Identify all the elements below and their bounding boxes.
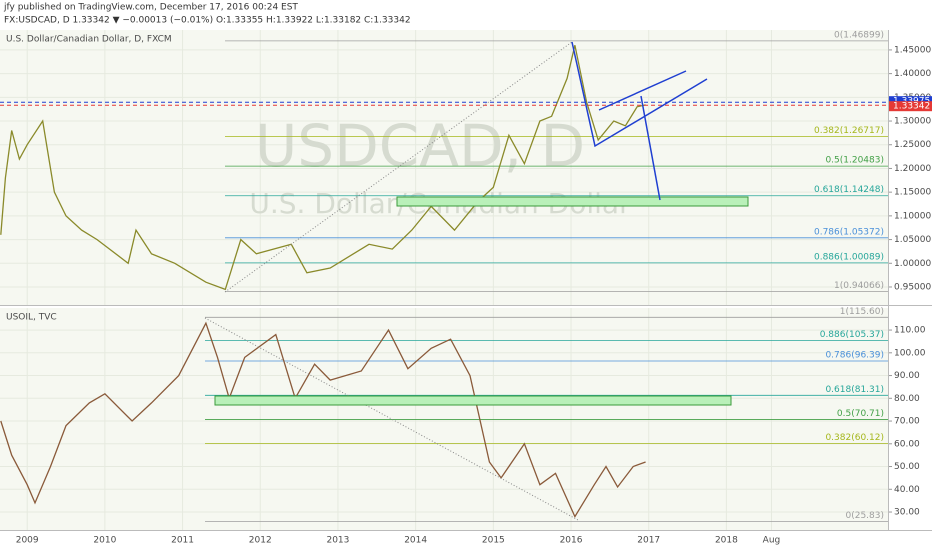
y-tick-label: 60.00 <box>894 439 920 449</box>
y-tick-label: 1.10000 <box>894 211 931 221</box>
y-tick-label: 70.00 <box>894 417 920 427</box>
y-tick-label: 30.00 <box>894 508 920 518</box>
y-tick-label: 80.00 <box>894 394 920 404</box>
x-tick-label: 2016 <box>560 536 583 546</box>
header-line-1: jfy published on TradingView.com, Decemb… <box>3 3 298 13</box>
x-tick-label: 2017 <box>637 536 660 546</box>
watermark: USDCAD, D <box>255 112 585 180</box>
fib-label: 0(1.46899) <box>834 30 884 40</box>
y-tick-label: 90.00 <box>894 371 920 381</box>
fib-label: 0.618(1.14248) <box>814 185 884 195</box>
x-tick-label: 2010 <box>93 536 116 546</box>
panel-1 <box>0 30 888 305</box>
y-tick-label: 50.00 <box>894 462 920 472</box>
x-tick-label: Aug <box>763 536 781 546</box>
x-tick-label: 2018 <box>715 536 738 546</box>
panel-title: U.S. Dollar/Canadian Dollar, D, FXCM <box>6 35 172 45</box>
y-tick-label: 1.20000 <box>894 164 931 174</box>
fib-label: 0(25.83) <box>845 511 884 521</box>
panel-2 <box>0 308 888 530</box>
fib-label: 1(115.60) <box>840 307 884 317</box>
plot-layer: 0.95000 1.00000 1.05000 1.10000 1.15000 1.200… <box>0 30 932 546</box>
y-tick-label: 40.00 <box>894 485 920 495</box>
fib-label: 0.786(96.39) <box>825 351 884 361</box>
price-badge-label: 1.33342 <box>893 102 930 112</box>
y-tick-label: 1.25000 <box>894 140 931 150</box>
y-tick-label: 1.00000 <box>894 259 931 269</box>
price-line <box>0 321 646 518</box>
x-tick-label: 2015 <box>482 536 505 546</box>
fib-label: 0.5(70.71) <box>837 409 884 419</box>
x-tick-label: 2009 <box>16 536 39 546</box>
fib-label: 0.382(1.26717) <box>814 126 884 136</box>
y-tick-label: 1.30000 <box>894 117 931 127</box>
fib-label: 1(0.94066) <box>834 281 884 291</box>
y-tick-label: 110.00 <box>894 326 926 336</box>
x-tick-label: 2013 <box>326 536 349 546</box>
y-tick-label: 1.45000 <box>894 45 931 55</box>
channel-line <box>598 70 687 111</box>
fib-label: 0.886(105.37) <box>820 330 884 340</box>
fib-label: 0.382(60.12) <box>825 433 884 443</box>
zone-box <box>396 196 749 207</box>
pattern-line <box>571 41 708 148</box>
y-tick-label: 1.40000 <box>894 69 931 79</box>
header-line-2: FX:USDCAD, D 1.33342 ▼ −0.00013 (−0.01%)… <box>4 16 411 26</box>
y-tick-label: 100.00 <box>894 348 926 358</box>
x-tick-label: 2012 <box>249 536 272 546</box>
y-tick-label: 1.15000 <box>894 188 931 198</box>
fib-label: 0.786(1.05372) <box>814 227 884 237</box>
price-line <box>0 45 646 291</box>
y-tick-label: 1.05000 <box>894 235 931 245</box>
x-tick-label: 2011 <box>171 536 194 546</box>
panel-title: USOIL, TVC <box>6 313 57 323</box>
fib-label: 0.886(1.00089) <box>814 252 884 262</box>
fib-label: 0.618(81.31) <box>825 385 884 395</box>
fib-label: 0.5(1.20483) <box>825 156 884 166</box>
price-badge <box>889 96 932 107</box>
projection-line <box>640 95 661 201</box>
zone-box <box>214 395 732 406</box>
price-badge <box>889 101 932 112</box>
y-tick-label: 0.95000 <box>894 282 931 292</box>
fib-trend-line <box>224 41 573 293</box>
x-tick-label: 2014 <box>404 536 427 546</box>
